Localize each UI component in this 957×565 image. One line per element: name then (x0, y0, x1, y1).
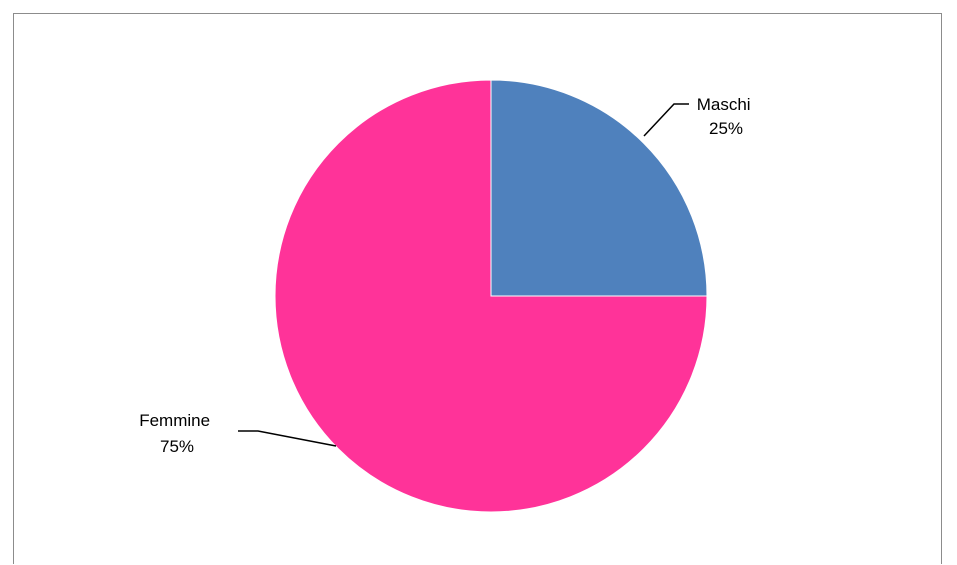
slice-label-maschi: Maschi 25% (697, 95, 756, 138)
slice-percent-femmine: 75% (160, 437, 194, 456)
slice-name-femmine: Femmine (139, 411, 210, 430)
slice-label-femmine: Femmine 75% (139, 411, 215, 456)
leader-line-femmine (238, 430, 337, 447)
slice-name-maschi: Maschi (697, 95, 751, 114)
slice-percent-maschi: 25% (709, 119, 743, 138)
pie-chart: Maschi 25% Femmine 75% (139, 79, 756, 513)
pie-slice-femmine (274, 79, 708, 513)
pie-slices (274, 79, 708, 513)
pie-slice-maschi (490, 79, 708, 297)
chart-area: Maschi 25% Femmine 75% (13, 13, 942, 564)
leader-line-maschi (643, 103, 689, 137)
